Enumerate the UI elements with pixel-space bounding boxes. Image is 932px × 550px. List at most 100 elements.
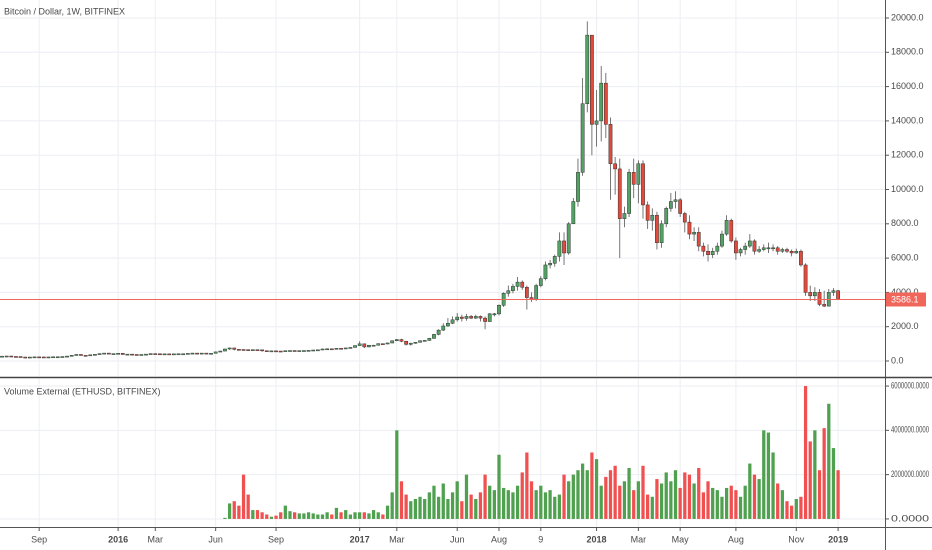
candle-body	[329, 348, 334, 351]
volume-bar	[659, 483, 664, 519]
candle-body	[608, 124, 613, 165]
candle-body	[195, 352, 199, 355]
y-tick-label: 14000.0	[891, 115, 924, 125]
volume-bar	[371, 510, 376, 519]
candle-body	[250, 349, 255, 351]
candle-body	[60, 356, 65, 358]
candle-body	[283, 350, 288, 352]
candle-body	[687, 221, 692, 235]
candle-body	[780, 249, 785, 252]
candle-body	[701, 245, 706, 252]
candle-body	[181, 353, 186, 356]
candle-body	[376, 343, 381, 346]
candle-body	[664, 208, 669, 225]
volume-bar	[348, 514, 352, 519]
candle-body	[627, 172, 631, 214]
candle-body	[292, 350, 297, 352]
volume-bar	[543, 492, 548, 519]
candle-body	[487, 313, 492, 322]
candle-body	[237, 349, 241, 351]
candle-body	[622, 213, 627, 219]
candle-body	[14, 356, 18, 358]
candle-body	[153, 353, 158, 355]
candle-body	[167, 353, 172, 356]
y-tick-label: 20000.0	[891, 12, 924, 22]
volume-bar	[808, 441, 812, 519]
candle-body	[227, 347, 232, 350]
volume-bar	[492, 490, 496, 519]
volume-bar	[734, 490, 738, 519]
volume-bar	[223, 517, 227, 519]
volume-bar	[706, 481, 710, 519]
volume-bar	[594, 459, 599, 519]
volume-bar	[669, 481, 673, 519]
candle-body	[562, 240, 566, 254]
candle-body	[306, 350, 311, 352]
volume-bar	[636, 481, 640, 519]
candle-body	[190, 352, 195, 355]
candle-body	[441, 325, 446, 331]
candle-body	[455, 316, 460, 321]
volume-bar	[339, 512, 343, 519]
volume-bar	[803, 386, 808, 519]
candle-body	[766, 247, 771, 250]
candle-body	[506, 290, 511, 294]
volume-bar	[358, 512, 362, 519]
candle-body	[274, 350, 278, 353]
volume-bar	[776, 483, 780, 519]
volume-bar	[729, 485, 733, 519]
candle-body	[162, 353, 167, 356]
volume-bar	[334, 507, 339, 519]
volume-bar	[390, 492, 394, 519]
volume-bar	[283, 505, 287, 519]
candle-body	[655, 214, 659, 243]
volume-bar	[306, 512, 311, 519]
x-tick-label: Mar	[389, 534, 405, 544]
candle-body	[715, 245, 720, 252]
candle-body	[353, 345, 357, 348]
candle-body	[9, 355, 14, 358]
candle-body	[260, 349, 264, 352]
volume-bar	[738, 496, 743, 519]
x-tick-label: 2019	[828, 534, 848, 544]
volume-bar	[585, 470, 589, 519]
volume-bar	[441, 483, 445, 519]
x-tick-label: Jun	[450, 534, 465, 544]
candle-body	[218, 350, 223, 353]
candle-body	[511, 286, 515, 291]
candle-body	[148, 353, 153, 355]
volume-bar	[404, 494, 408, 519]
candle-body	[97, 353, 102, 355]
volume-bar	[766, 432, 771, 519]
candle-body	[390, 340, 395, 344]
candle-body	[515, 281, 520, 287]
candle-body	[534, 285, 539, 300]
candle-body	[102, 352, 107, 355]
x-tick-label: Aug	[728, 534, 744, 544]
volume-bar	[794, 499, 798, 519]
candle-body	[213, 351, 218, 354]
volume-bar	[553, 496, 557, 519]
volume-bar	[622, 481, 627, 519]
candle-body	[446, 323, 450, 327]
candle-body	[223, 348, 227, 352]
volume-bar	[251, 510, 255, 519]
candle-body	[79, 354, 83, 356]
volume-bar	[790, 505, 794, 519]
volume-bar	[399, 481, 404, 519]
volume-bar	[464, 474, 469, 519]
candle-body	[255, 349, 260, 351]
candle-body	[817, 292, 822, 305]
volume-bar	[381, 514, 385, 519]
candle-body	[789, 250, 794, 254]
candle-body	[557, 240, 562, 257]
candle-body	[836, 290, 840, 300]
candle-body	[520, 281, 525, 288]
volume-bar	[697, 467, 701, 519]
candle-body	[692, 232, 696, 235]
volume-bar	[269, 516, 274, 519]
candle-body	[422, 340, 427, 342]
candle-body	[139, 354, 144, 356]
candle-body	[246, 349, 251, 351]
volume-bar	[562, 474, 566, 519]
